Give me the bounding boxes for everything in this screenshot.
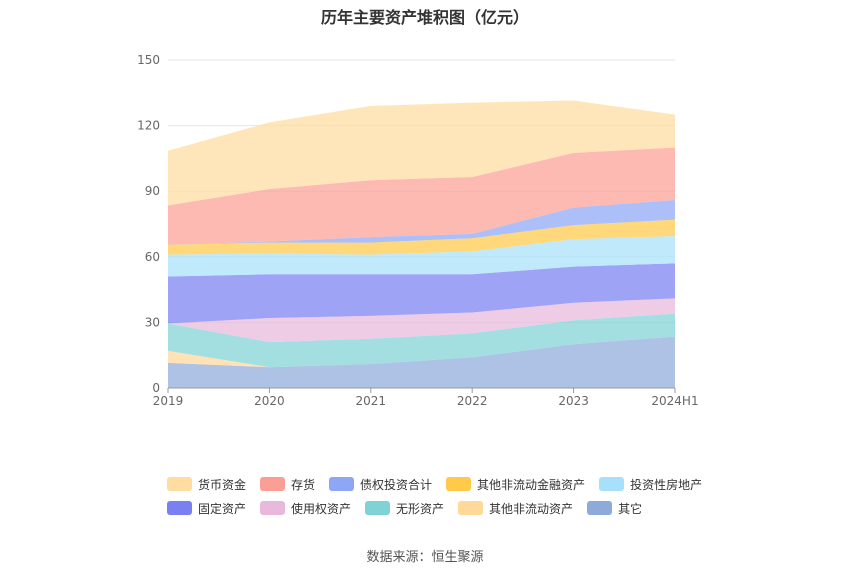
legend-item[interactable]: 无形资产 [365,500,444,517]
y-tick-label: 150 [137,53,160,67]
legend-row: 固定资产 使用权资产 无形资产 其他非流动资产 其它 [167,496,727,520]
series-area-3 [168,298,675,343]
data-source-note: 数据来源：恒生聚源 [366,550,484,565]
chart-legend: 货币资金 存货 债权投资合计 其他非流动金融资产 投资性房地产固定资产 使用权资产 无形资产… [167,472,727,520]
legend-label: 无形资产 [396,501,445,516]
legend-label: 其他非流动金融资产 [477,477,586,492]
x-tick-label: 2021 [356,394,387,408]
legend-label: 存货 [291,477,316,492]
series-area-2 [168,313,675,368]
legend-swatch [458,501,484,515]
legend-item[interactable]: 使用权资产 [260,500,351,517]
x-tick-label: 2023 [558,394,589,408]
legend-label: 固定资产 [198,501,247,516]
series-area-6 [168,219,675,255]
x-tick-label: 2022 [457,394,488,408]
legend-swatch [365,501,391,515]
series-area-8 [168,147,675,245]
legend-item[interactable]: 货币资金 [167,476,246,493]
series-area-4 [168,263,675,324]
legend-swatch [446,477,472,491]
y-tick-label: 60 [145,250,160,264]
stacked-area-chart: 0 30 60 90 120 150 2019 2020 2021 2022 2023 2024H1 [137,53,699,408]
series-area-9 [168,100,675,206]
legend-swatch [167,501,192,515]
chart-title: 历年主要资产堆积图（亿元） [320,8,529,27]
legend-swatch [260,477,286,491]
legend-swatch [329,477,355,491]
legend-item[interactable]: 存货 [260,476,315,493]
legend-label: 其它 [618,501,643,516]
y-tick-label: 90 [145,184,160,198]
y-tick-label: 0 [152,381,160,395]
series-area-0 [168,336,675,388]
legend-swatch [167,477,192,491]
series-area-5 [168,236,675,277]
legend-label: 其他非流动资产 [489,501,574,516]
legend-label: 投资性房地产 [630,477,703,492]
legend-swatch [587,501,613,515]
legend-swatch [599,477,625,491]
legend-item[interactable]: 投资性房地产 [599,476,702,493]
legend-item[interactable]: 固定资产 [167,500,246,517]
legend-label: 使用权资产 [291,501,352,516]
legend-item[interactable]: 其他非流动资产 [458,500,573,517]
legend-item[interactable]: 债权投资合计 [329,476,432,493]
legend-label: 债权投资合计 [360,477,433,492]
legend-swatch [260,501,286,515]
x-tick-label: 2020 [254,394,285,408]
y-tick-label: 30 [145,315,160,329]
legend-item[interactable]: 其它 [587,500,642,517]
series-area-7 [168,199,675,245]
y-tick-label: 120 [137,119,160,133]
legend-label: 货币资金 [198,477,247,492]
legend-row: 货币资金 存货 债权投资合计 其他非流动金融资产 投资性房地产 [167,472,727,496]
legend-item[interactable]: 其他非流动金融资产 [446,476,585,493]
series-area-1 [168,336,675,368]
x-tick-label: 2024H1 [651,394,698,408]
x-tick-label: 2019 [153,394,184,408]
